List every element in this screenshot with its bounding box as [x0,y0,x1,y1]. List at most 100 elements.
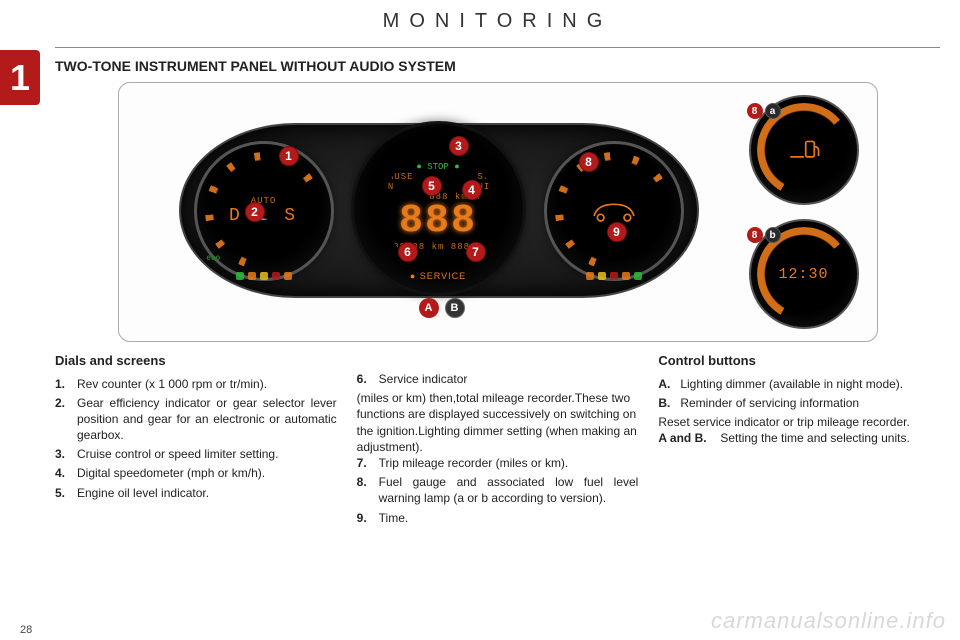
column-dials: Dials and screens 1.Rev counter (x 1 000… [55,352,337,529]
list-item: 8.Fuel gauge and associated low fuel lev… [357,474,639,506]
item-number: 1. [55,376,77,392]
list-item: 4.Digital speedometer (mph or km/h). [55,465,337,481]
figure-frame: AUTO D 1 S eco 1 2 [55,82,940,342]
eco-label: eco [207,253,221,262]
item-text: Digital speedometer (mph or km/h). [77,465,337,481]
dials-heading: Dials and screens [55,352,337,370]
fuel-gauge-dial: 8 9 [544,141,684,281]
spacer [357,352,639,371]
item-number: 7. [357,455,379,471]
chapter-tab: 1 [0,50,40,105]
list-item: 1.Rev counter (x 1 000 rpm or tr/min). [55,376,337,392]
item-number: 6. [357,371,379,387]
stop-led: ● STOP ● [382,162,495,172]
watermark: carmanualsonline.info [711,608,946,634]
item-number: 5. [55,485,77,501]
item-number: A and B. [658,430,720,446]
title-rule [55,47,940,48]
text-columns: Dials and screens 1.Rev counter (x 1 000… [55,352,940,529]
rev-counter-dial: AUTO D 1 S eco 1 2 [194,141,334,281]
dials-list-cont: 6.Service indicator (miles or km) then,to… [357,371,639,526]
list-item: A and B.Setting the time and selecting u… [658,430,940,446]
item-text: Setting the time and selecting units. [720,430,940,446]
marker-7: 7 [466,242,486,262]
marker-5: 5 [422,176,442,196]
warn-icon [598,272,606,280]
list-item: 3.Cruise control or speed limiter settin… [55,446,337,462]
warn-icon [248,272,256,280]
page-title: MONITORING [55,10,940,39]
speed-digits: 888 [382,202,495,242]
controls-heading: Control buttons [658,352,940,370]
page-content: MONITORING TWO-TONE INSTRUMENT PANEL WIT… [55,10,940,630]
page-number: 28 [20,624,32,636]
item-text: Time. [379,510,639,526]
warn-icon [236,272,244,280]
item-text: Rev counter (x 1 000 rpm or tr/min). [77,376,337,392]
item-number: 4. [55,465,77,481]
warn-icon [610,272,618,280]
instrument-panel-figure: AUTO D 1 S eco 1 2 [118,82,878,342]
warn-icon [586,272,594,280]
center-display-dial: ● STOP ● PAUSE S/LIMIT ON CRUISE 888 km/… [351,121,526,296]
item-text: Engine oil level indicator. [77,485,337,501]
warn-icon [634,272,642,280]
aux-time-display: 12:30 [773,243,835,305]
item-text: Fuel gauge and associated low fuel level… [379,474,639,506]
list-item: 6.Service indicator [357,371,639,387]
left-warning-row [197,272,331,280]
item-text: Lighting dimmer (available in night mode… [680,376,940,392]
control-button-A[interactable]: A [419,298,439,318]
item-number: 9. [357,510,379,526]
fuel-pump-icon [786,138,822,162]
column-controls: Control buttons A.Lighting dimmer (avail… [658,352,940,529]
control-button-B[interactable]: B [445,298,465,318]
item-number: 2. [55,395,77,444]
list-item: 7.Trip mileage recorder (miles or km). [357,455,639,471]
marker-8: 8 [579,152,599,172]
marker-4: 4 [462,180,482,200]
aux-fuel-dial-b: 12:30 8 b [749,219,859,329]
item-number: 3. [55,446,77,462]
item-number: B. [658,395,680,411]
service-label: ● SERVICE [354,271,523,281]
item-text: Reminder of servicing information [680,395,940,411]
item-number: A. [658,376,680,392]
marker-6: 6 [398,242,418,262]
list-item: 2.Gear efficiency indicator or gear sele… [55,395,337,444]
item-subtext: (miles or km) then, [357,391,456,405]
list-item: A.Lighting dimmer (available in night mo… [658,376,940,392]
item-text: Gear efficiency indicator or gear select… [77,395,337,444]
item-text: Service indicator [379,371,639,387]
aux-badge-a: a [765,103,781,119]
section-title: TWO-TONE INSTRUMENT PANEL WITHOUT AUDIO … [55,58,940,74]
marker-3: 3 [449,136,469,156]
controls-list: A.Lighting dimmer (available in night mo… [658,376,940,447]
warn-icon [284,272,292,280]
marker-9: 9 [607,222,627,242]
marker-1: 1 [279,146,299,166]
aux-fuel-pump-icon [773,119,835,181]
warn-icon [260,272,268,280]
item-number: 8. [357,474,379,506]
marker-2: 2 [245,202,265,222]
item-text: Trip mileage recorder (miles or km). [379,455,639,471]
aux-badge-b: b [765,227,781,243]
list-item: 5.Engine oil level indicator. [55,485,337,501]
right-warning-row [547,272,681,280]
item-subtext: Reset service indicator or trip mileage … [658,415,909,429]
item-subtext: total mileage recorder. [456,391,575,405]
warn-icon [622,272,630,280]
column-dials-cont: 6.Service indicator (miles or km) then,to… [357,352,639,529]
instrument-cluster: AUTO D 1 S eco 1 2 [179,113,699,313]
aux-fuel-dial-a: 8 a [749,95,859,205]
list-item: 9.Time. [357,510,639,526]
chapter-number: 1 [10,57,30,99]
list-item: B.Reminder of servicing information [658,395,940,411]
aux-time-text: 12:30 [778,266,828,283]
warn-icon [272,272,280,280]
aux-badge-8: 8 [747,103,763,119]
dials-list: 1.Rev counter (x 1 000 rpm or tr/min).2.… [55,376,337,501]
item-text: Cruise control or speed limiter setting. [77,446,337,462]
aux-badge-8b: 8 [747,227,763,243]
